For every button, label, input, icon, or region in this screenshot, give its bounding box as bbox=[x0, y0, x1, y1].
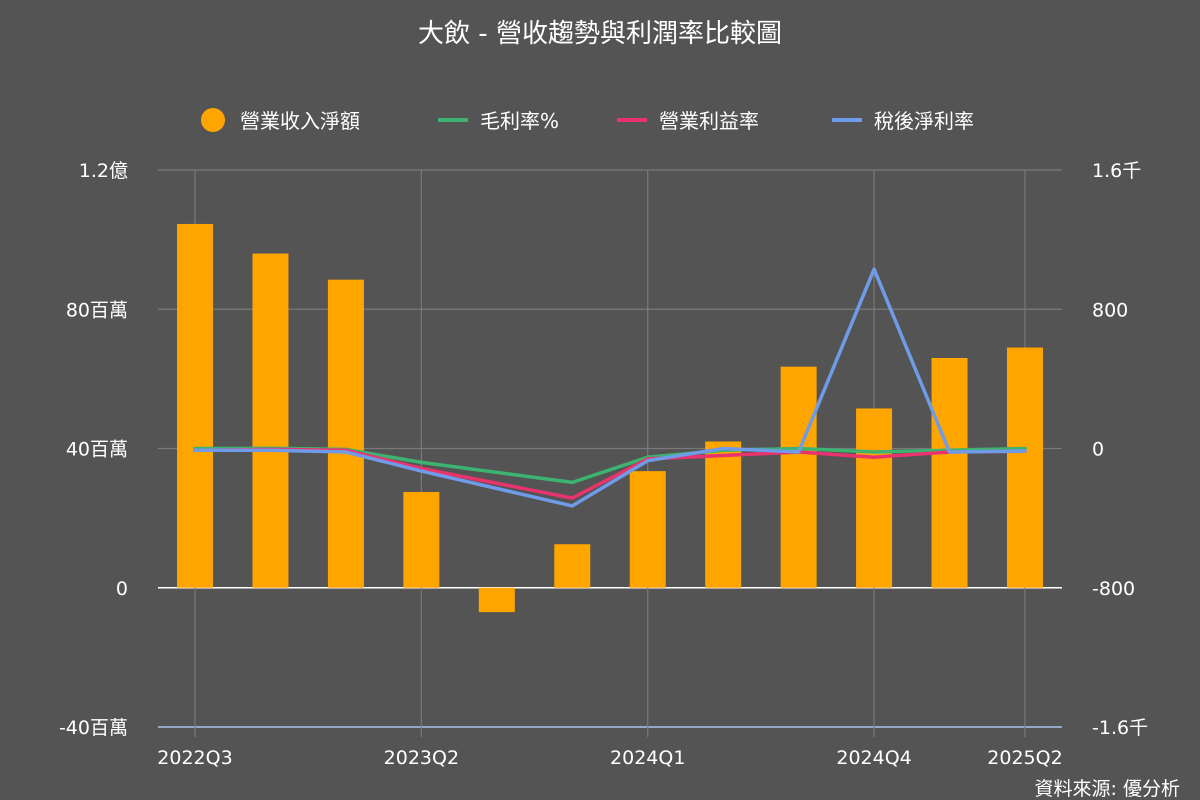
x-tick-label: 2024Q1 bbox=[610, 747, 685, 769]
legend-label: 營業利益率 bbox=[659, 109, 759, 133]
right-tick-label: -800 bbox=[1092, 578, 1135, 600]
x-tick-label: 2024Q4 bbox=[836, 747, 911, 769]
right-tick-label: 800 bbox=[1092, 299, 1128, 321]
right-tick-label: 0 bbox=[1092, 439, 1104, 461]
right-tick-label: -1.6千 bbox=[1092, 717, 1148, 739]
revenue-bar bbox=[177, 223, 213, 588]
revenue-bar bbox=[554, 544, 591, 588]
left-tick-label: -40百萬 bbox=[59, 717, 128, 739]
revenue-bar bbox=[1007, 347, 1043, 588]
legend: 營業收入淨額 毛利率% 營業利益率 稅後淨利率 bbox=[201, 108, 974, 133]
left-tick-label: 1.2億 bbox=[79, 160, 128, 182]
left-tick-label: 0 bbox=[116, 578, 128, 600]
revenue-bar bbox=[327, 279, 364, 588]
right-tick-label: 1.6千 bbox=[1092, 160, 1141, 182]
revenue-bar bbox=[403, 492, 440, 588]
x-tick-label: 2022Q3 bbox=[157, 747, 232, 769]
revenue-bar bbox=[705, 441, 742, 588]
revenue-bar bbox=[780, 366, 817, 588]
revenue-bar bbox=[252, 253, 289, 588]
chart-title: 大飲 - 營收趨勢與利潤率比較圖 bbox=[418, 19, 782, 49]
revenue-bar bbox=[629, 471, 666, 588]
left-tick-label: 40百萬 bbox=[66, 439, 128, 461]
x-tick-label: 2025Q2 bbox=[987, 747, 1062, 769]
axis-tick-labels: -40百萬 0 40百萬 80百萬 1.2億 -1.6千 -800 0 800 1.6千 2022Q… bbox=[59, 160, 1148, 769]
revenue-bar bbox=[931, 357, 968, 588]
left-tick-label: 80百萬 bbox=[66, 299, 128, 321]
line-營業利益率 bbox=[193, 447, 1027, 500]
legend-label: 稅後淨利率 bbox=[874, 109, 974, 133]
bar-series bbox=[177, 223, 1043, 613]
line-稅後淨利率 bbox=[193, 267, 1027, 508]
line-series bbox=[193, 267, 1027, 508]
legend-label: 營業收入淨額 bbox=[240, 109, 360, 133]
legend-item[interactable]: 營業利益率 bbox=[617, 109, 759, 133]
x-tick-label: 2023Q2 bbox=[384, 747, 459, 769]
legend-swatch-circle bbox=[201, 108, 225, 132]
legend-label: 毛利率% bbox=[480, 109, 559, 133]
revenue-bar bbox=[856, 408, 893, 588]
legend-item[interactable]: 稅後淨利率 bbox=[832, 109, 974, 133]
legend-item[interactable]: 毛利率% bbox=[438, 109, 559, 133]
revenue-bar bbox=[478, 587, 515, 613]
source-note: 資料來源: 優分析 bbox=[1035, 778, 1180, 800]
legend-item[interactable]: 營業收入淨額 bbox=[201, 108, 360, 133]
